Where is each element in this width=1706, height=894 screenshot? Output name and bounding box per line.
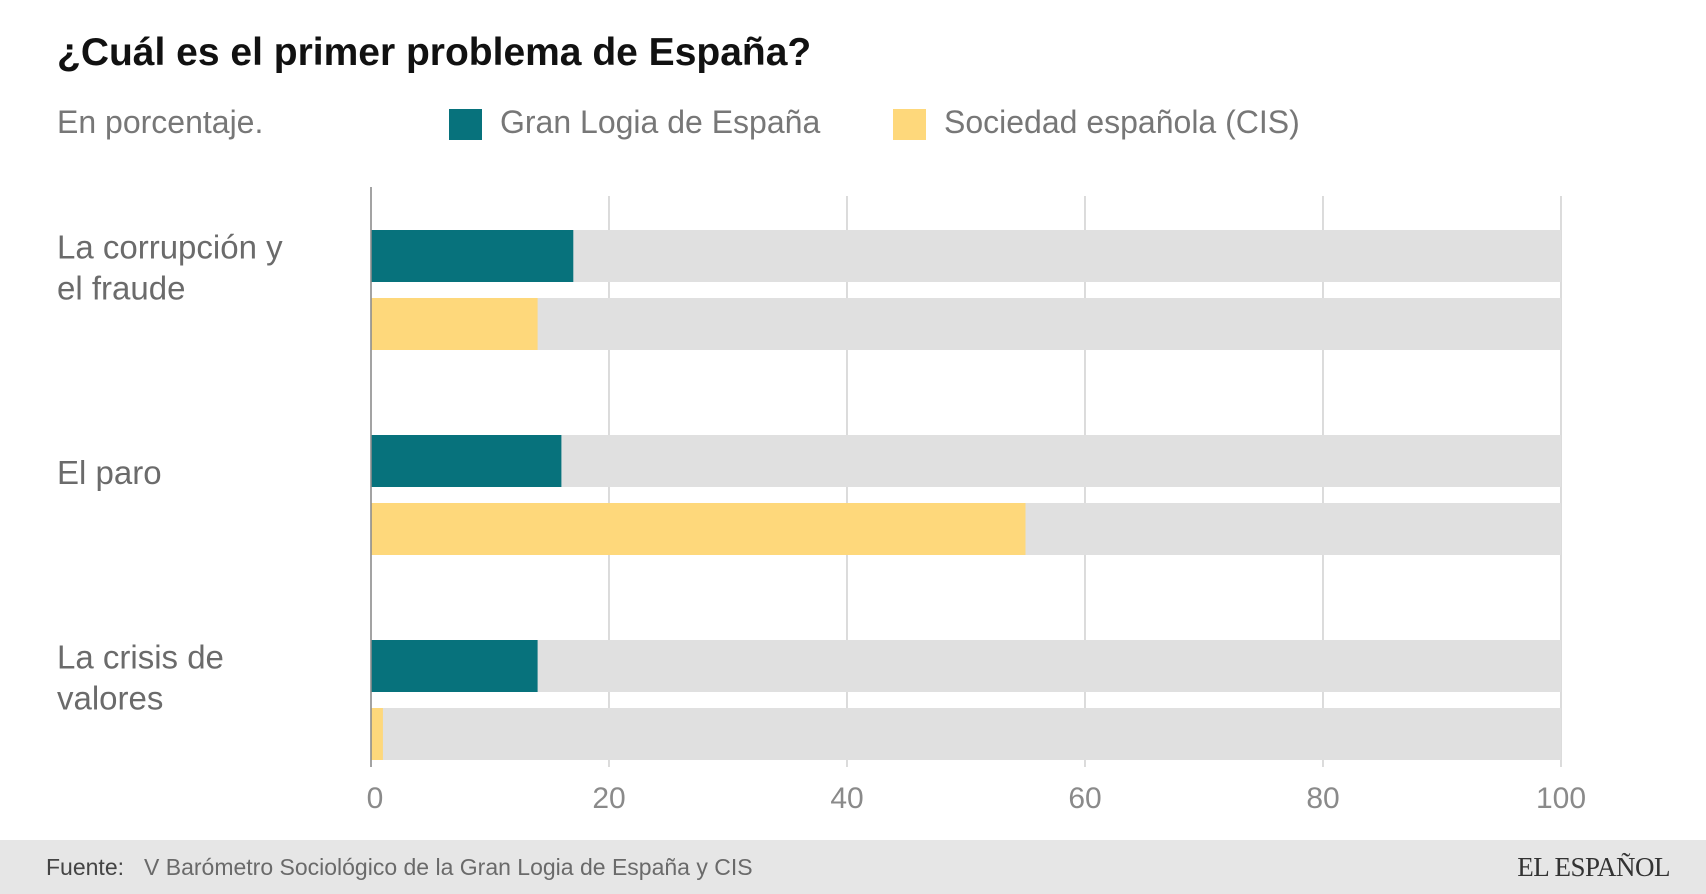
el-espanol-logo: EL ESPAÑOL [1517, 852, 1670, 882]
source-label: Fuente: [46, 854, 124, 880]
bar-cis-0 [371, 298, 538, 350]
x-tick-label-40: 40 [830, 782, 863, 815]
x-tick-label-0: 0 [367, 782, 384, 815]
x-tick-label-60: 60 [1068, 782, 1101, 815]
bar-cis-1 [371, 503, 1026, 555]
source-text: V Barómetro Sociológico de la Gran Logia… [144, 854, 753, 880]
bar-cis-2 [371, 708, 383, 760]
category-label-0-line-0: La corrupción y [57, 229, 283, 266]
legend-swatch-cis [893, 109, 926, 140]
footer: Fuente: V Barómetro Sociológico de la Gr… [0, 840, 1706, 894]
legend-swatch-gran-logia [449, 109, 482, 140]
bar-track-1-0 [371, 435, 1561, 487]
bar-gran-logia-1 [371, 435, 562, 487]
chart-title: ¿Cuál es el primer problema de España? [57, 31, 812, 74]
bar-gran-logia-2 [371, 640, 538, 692]
bar-track-0-1 [371, 298, 1561, 350]
category-label-2-line-1: valores [57, 680, 163, 717]
x-tick-label-80: 80 [1306, 782, 1339, 815]
bar-track-2-0 [371, 640, 1561, 692]
chart-subtitle: En porcentaje. [57, 104, 264, 140]
legend-label-cis: Sociedad española (CIS) [944, 104, 1300, 140]
bar-gran-logia-0 [371, 230, 574, 282]
bar-chart: 0 20 40 60 80 100 La corrupción y el fraude El p… [57, 187, 1586, 815]
x-tick-label-20: 20 [592, 782, 625, 815]
x-tick-label-100: 100 [1536, 782, 1586, 815]
bar-track-2-1 [371, 708, 1561, 760]
category-label-1-line-0: El paro [57, 454, 162, 491]
legend-label-gran-logia: Gran Logia de España [500, 104, 821, 140]
category-label-2-line-0: La crisis de [57, 639, 224, 676]
category-label-0-line-1: el fraude [57, 270, 185, 307]
